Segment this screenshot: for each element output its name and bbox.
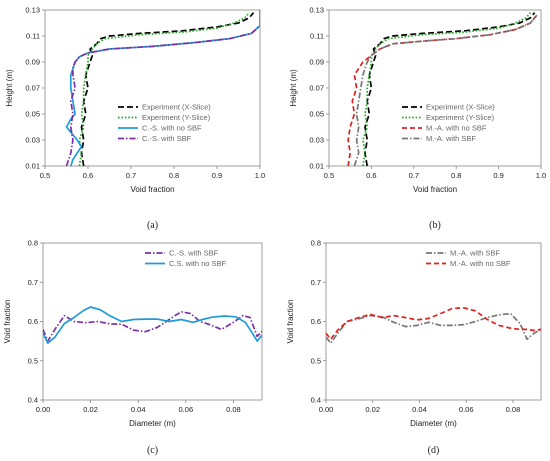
legend-label: C.-S. with no SBF xyxy=(142,124,202,133)
legend-label: Experiment (X-Slice) xyxy=(426,103,495,112)
legend-label: Experiment (Y-Slice) xyxy=(426,113,495,122)
x-tick-label: 1.0 xyxy=(255,171,265,180)
x-tick-label: 0.7 xyxy=(126,171,136,180)
x-tick-label: 0.5 xyxy=(40,171,50,180)
panel-caption: (b) xyxy=(429,220,441,231)
y-axis-title: Height (m) xyxy=(289,69,298,107)
y-tick-label: 0.05 xyxy=(25,110,40,119)
series-line-experiment-y-slice xyxy=(362,12,532,166)
y-tick-label: 0.6 xyxy=(311,317,321,326)
legend-label: M.-A. with SBF xyxy=(426,134,476,143)
y-tick-label: 0.03 xyxy=(309,136,324,145)
y-tick-label: 0.13 xyxy=(309,6,324,15)
x-tick-label: 0.08 xyxy=(226,405,241,414)
legend-label: C.-S. with SBF xyxy=(169,249,219,258)
x-axis-title: Diameter (m) xyxy=(410,419,457,428)
x-tick-label: 0.04 xyxy=(412,405,427,414)
y-tick-label: 0.8 xyxy=(311,239,321,248)
series-line-m-a-with-no-sbf xyxy=(326,306,541,341)
panel-caption: (a) xyxy=(147,220,158,231)
legend: Experiment (X-Slice)Experiment (Y-Slice)… xyxy=(402,103,495,143)
x-tick-label: 0.00 xyxy=(319,405,334,414)
x-tick-label: 0.02 xyxy=(365,405,380,414)
legend-label: Experiment (X-Slice) xyxy=(142,103,211,112)
y-tick-label: 0.5 xyxy=(28,356,38,365)
x-tick-label: 0.06 xyxy=(179,405,194,414)
y-tick-label: 0.8 xyxy=(28,239,38,248)
legend-label: M.-A. with SBF xyxy=(450,249,500,258)
y-tick-label: 0.07 xyxy=(309,84,324,93)
x-tick-label: 0.5 xyxy=(324,171,334,180)
x-tick-label: 1.0 xyxy=(536,171,546,180)
series-line-experiment-y-slice xyxy=(78,12,250,166)
x-tick-label: 0.7 xyxy=(409,171,419,180)
y-axis-title: Void fraction xyxy=(286,299,295,343)
y-tick-label: 0.7 xyxy=(311,278,321,287)
series-line-c-s-with-no-sbf xyxy=(43,306,262,344)
legend-label: Experiment (Y-Slice) xyxy=(142,113,211,122)
plot-frame xyxy=(42,242,263,401)
x-tick-label: 0.6 xyxy=(366,171,376,180)
y-tick-label: 0.4 xyxy=(28,396,38,405)
legend-label: M.-A. with no SBF xyxy=(450,259,511,268)
y-tick-label: 0.6 xyxy=(28,317,38,326)
series-group xyxy=(43,306,262,344)
panel-caption: (d) xyxy=(428,445,440,456)
series-line-c-s-with-sbf xyxy=(65,24,260,166)
x-axis-title: Void fraction xyxy=(413,185,457,194)
y-tick-label: 0.7 xyxy=(28,278,38,287)
x-tick-label: 0.8 xyxy=(451,171,461,180)
y-axis-title: Height (m) xyxy=(5,69,14,107)
x-tick-label: 0.6 xyxy=(83,171,93,180)
series-group xyxy=(65,10,260,166)
series-line-m-a-with-sbf xyxy=(353,14,538,166)
x-tick-label: 0.8 xyxy=(169,171,179,180)
y-tick-label: 0.11 xyxy=(310,32,324,41)
y-tick-label: 0.07 xyxy=(25,84,40,93)
series-group xyxy=(347,12,538,166)
legend: Experiment (X-Slice)Experiment (Y-Slice)… xyxy=(118,103,211,143)
y-tick-label: 0.09 xyxy=(25,58,40,67)
y-axis-title: Void fraction xyxy=(3,299,12,343)
chart-panel-d: 0.00 0.02 0.04 0.06 0.08 0.4 0.5 0.6 0.7 0.8 Diame… xyxy=(286,239,542,456)
series-line-m-a-with-sbf xyxy=(326,312,541,344)
x-tick-label: 0.06 xyxy=(459,405,474,414)
x-tick-label: 0.00 xyxy=(36,405,51,414)
chart-panel-b: 0.5 0.6 0.7 0.8 0.9 1.0 0.01 0.03 0.05 0.07 0.09 0.… xyxy=(289,6,546,231)
y-tick-label: 0.5 xyxy=(311,356,321,365)
series-group xyxy=(326,306,541,344)
x-axis-title: Void fraction xyxy=(130,185,174,194)
legend-label: M.-A. with no SBF xyxy=(426,124,487,133)
chart-panel-a: 0.5 0.6 0.7 0.8 0.9 1.0 0.01 0.03 0.05 0.07 0.09 0.… xyxy=(5,6,265,231)
legend-label: C.-S. with SBF xyxy=(142,134,192,143)
y-tick-label: 0.4 xyxy=(311,396,321,405)
y-tick-label: 0.03 xyxy=(25,136,40,145)
panel-caption: (c) xyxy=(147,445,158,456)
x-tick-label: 0.9 xyxy=(212,171,222,180)
x-tick-label: 0.02 xyxy=(83,405,98,414)
y-tick-label: 0.09 xyxy=(309,58,324,67)
y-tick-label: 0.11 xyxy=(26,32,40,41)
x-axis-title: Diameter (m) xyxy=(129,419,176,428)
x-tick-label: 0.04 xyxy=(131,405,146,414)
chart-panel-c: 0.00 0.02 0.04 0.06 0.08 0.4 0.5 0.6 0.7 0.8 Diame… xyxy=(3,239,263,456)
y-tick-label: 0.01 xyxy=(309,162,324,171)
x-tick-label: 0.08 xyxy=(506,405,521,414)
legend-label: C.S. with no SBF xyxy=(169,259,227,268)
series-line-m-a-with-no-sbf xyxy=(347,14,538,166)
y-tick-label: 0.05 xyxy=(309,110,324,119)
y-tick-label: 0.13 xyxy=(25,6,40,15)
y-tick-label: 0.01 xyxy=(25,162,40,171)
x-tick-label: 0.9 xyxy=(493,171,503,180)
